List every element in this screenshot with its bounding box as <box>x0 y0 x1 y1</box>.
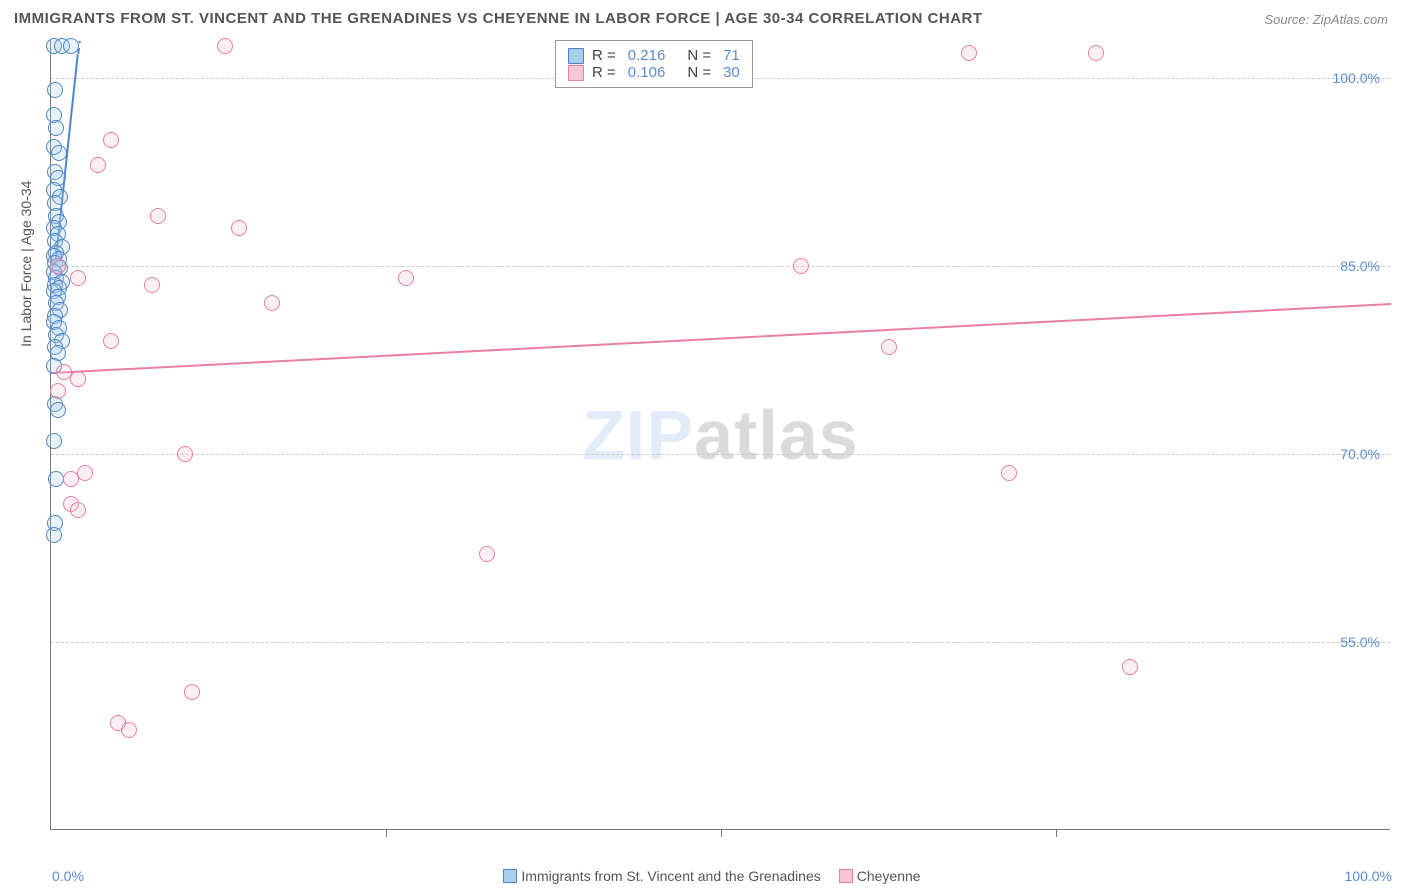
watermark-zip: ZIP <box>582 396 694 474</box>
gridline-horizontal <box>51 454 1390 455</box>
legend-n-value: 71 <box>723 47 740 64</box>
data-point <box>217 38 233 54</box>
legend-r-label: R = <box>592 64 616 81</box>
watermark-atlas: atlas <box>694 396 859 474</box>
data-point <box>48 471 64 487</box>
legend-swatch <box>568 48 584 64</box>
data-point <box>63 38 79 54</box>
data-point <box>150 208 166 224</box>
chart-title: IMMIGRANTS FROM ST. VINCENT AND THE GREN… <box>14 10 983 27</box>
data-point <box>47 82 63 98</box>
data-point <box>1122 659 1138 675</box>
legend-r-label: R = <box>592 47 616 64</box>
data-point <box>50 258 66 274</box>
y-axis-title: In Labor Force | Age 30-34 <box>18 181 34 347</box>
watermark: ZIPatlas <box>582 395 858 475</box>
series-legend: Immigrants from St. Vincent and the Gren… <box>0 868 1406 884</box>
data-point <box>264 295 280 311</box>
legend-swatch <box>503 869 517 883</box>
data-point <box>90 157 106 173</box>
data-point <box>70 502 86 518</box>
trend-line <box>51 303 1391 374</box>
x-tick <box>386 829 387 837</box>
data-point <box>46 433 62 449</box>
source-attribution: Source: ZipAtlas.com <box>1264 12 1388 27</box>
data-point <box>121 722 137 738</box>
data-point <box>1001 465 1017 481</box>
data-point <box>46 527 62 543</box>
legend-n-label: N = <box>687 64 711 81</box>
data-point <box>881 339 897 355</box>
data-point <box>479 546 495 562</box>
legend-r-value: 0.106 <box>628 64 666 81</box>
scatter-plot-area: ZIPatlas 55.0% 70.0% 85.0% 100.0% <box>50 40 1390 830</box>
data-point <box>184 684 200 700</box>
data-point <box>70 270 86 286</box>
correlation-legend: R = 0.216 N = 71 R = 0.106 N = 30 <box>555 40 753 88</box>
data-point <box>177 446 193 462</box>
legend-row: R = 0.216 N = 71 <box>568 47 740 64</box>
x-tick <box>1056 829 1057 837</box>
legend-series-label: Immigrants from St. Vincent and the Gren… <box>521 868 820 884</box>
x-tick <box>721 829 722 837</box>
data-point <box>50 383 66 399</box>
legend-n-label: N = <box>687 47 711 64</box>
data-point <box>231 220 247 236</box>
data-point <box>1088 45 1104 61</box>
data-point <box>63 471 79 487</box>
legend-r-value: 0.216 <box>628 47 666 64</box>
data-point <box>103 132 119 148</box>
data-point <box>70 371 86 387</box>
data-point <box>48 120 64 136</box>
y-tick-label: 85.0% <box>1340 258 1380 274</box>
legend-row: R = 0.106 N = 30 <box>568 64 740 81</box>
legend-series-label: Cheyenne <box>857 868 921 884</box>
legend-n-value: 30 <box>723 64 740 81</box>
y-tick-label: 70.0% <box>1340 446 1380 462</box>
y-tick-label: 55.0% <box>1340 634 1380 650</box>
data-point <box>144 277 160 293</box>
gridline-horizontal <box>51 642 1390 643</box>
legend-swatch <box>568 65 584 81</box>
data-point <box>398 270 414 286</box>
gridline-horizontal <box>51 266 1390 267</box>
data-point <box>51 145 67 161</box>
data-point <box>961 45 977 61</box>
data-point <box>103 333 119 349</box>
data-point <box>793 258 809 274</box>
data-point <box>50 402 66 418</box>
y-tick-label: 100.0% <box>1333 70 1380 86</box>
legend-swatch <box>839 869 853 883</box>
